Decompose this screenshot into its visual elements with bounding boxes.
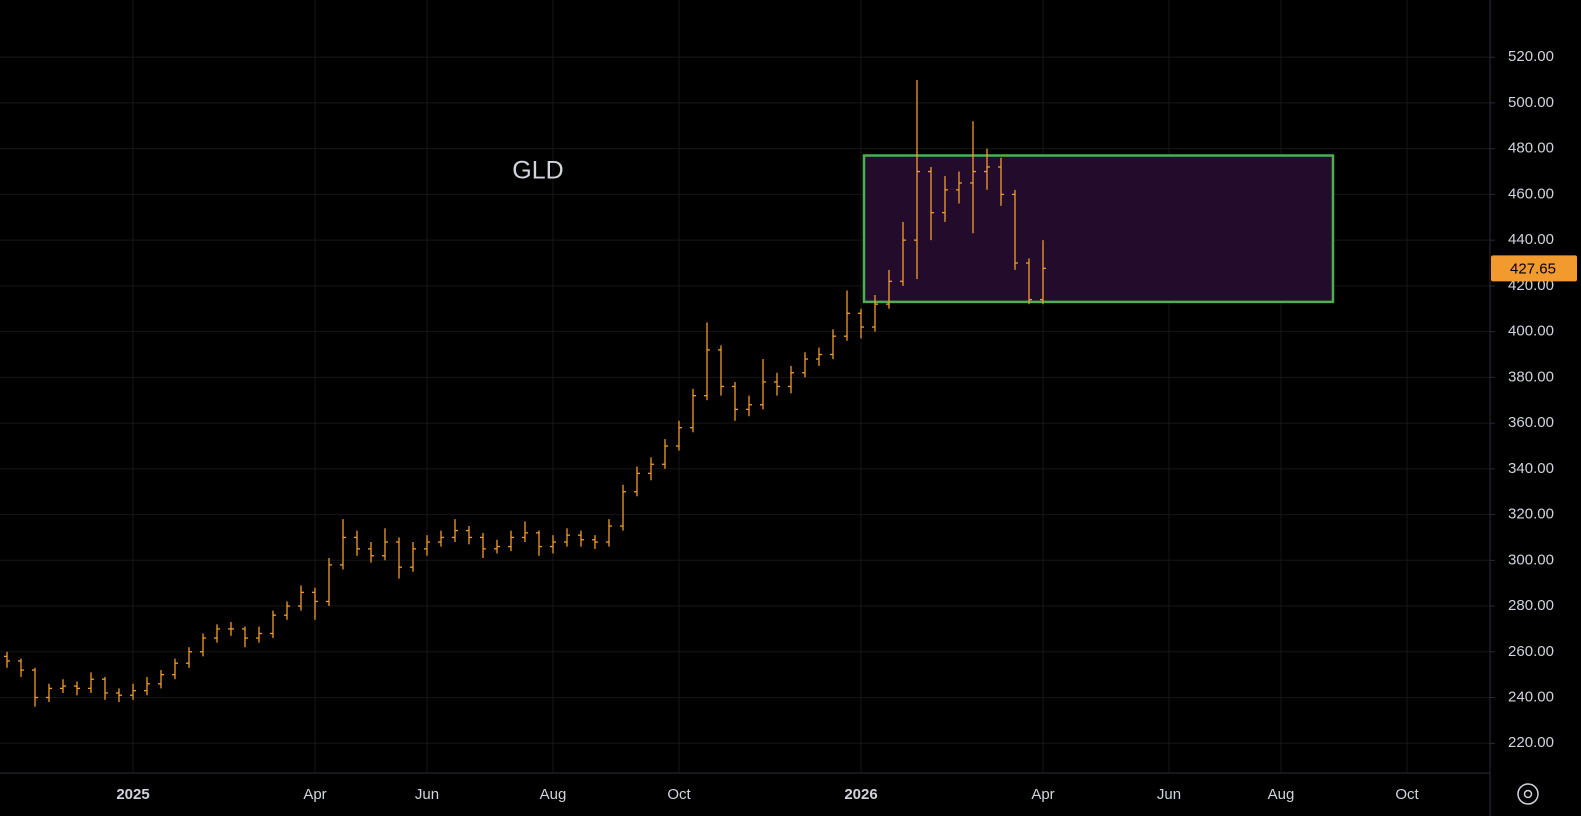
last-price-label: 427.65 <box>1510 260 1556 277</box>
settings-icon[interactable] <box>1517 783 1539 805</box>
x-tick-label: Aug <box>1268 786 1295 803</box>
y-tick-label: 360.00 <box>1508 414 1554 431</box>
x-tick-label: Oct <box>667 786 691 803</box>
y-tick-label: 220.00 <box>1508 734 1554 751</box>
y-tick-label: 300.00 <box>1508 551 1554 568</box>
x-tick-label: Jun <box>415 786 439 803</box>
y-tick-label: 460.00 <box>1508 185 1554 202</box>
x-tick-label: Apr <box>1031 786 1054 803</box>
y-tick-label: 520.00 <box>1508 48 1554 65</box>
y-tick-label: 240.00 <box>1508 688 1554 705</box>
chart-title: GLD <box>512 157 563 185</box>
x-tick-label: Jun <box>1157 786 1181 803</box>
y-tick-label: 400.00 <box>1508 323 1554 340</box>
last-price-tag <box>1491 255 1577 282</box>
x-tick-label: Aug <box>540 786 567 803</box>
y-tick-label: 480.00 <box>1508 140 1554 157</box>
y-tick-label: 440.00 <box>1508 231 1554 248</box>
y-tick-label: 380.00 <box>1508 368 1554 385</box>
y-tick-label: 320.00 <box>1508 506 1554 523</box>
y-tick-label: 260.00 <box>1508 643 1554 660</box>
x-tick-label: Oct <box>1395 786 1419 803</box>
x-tick-label: 2025 <box>116 786 149 803</box>
x-tick-label: 2026 <box>844 786 877 803</box>
y-tick-label: 280.00 <box>1508 597 1554 614</box>
range-box <box>862 154 1335 304</box>
y-tick-label: 340.00 <box>1508 460 1554 477</box>
x-tick-label: Apr <box>303 786 326 803</box>
grid <box>0 0 1490 773</box>
plot <box>4 80 1335 707</box>
y-tick-label: 500.00 <box>1508 94 1554 111</box>
